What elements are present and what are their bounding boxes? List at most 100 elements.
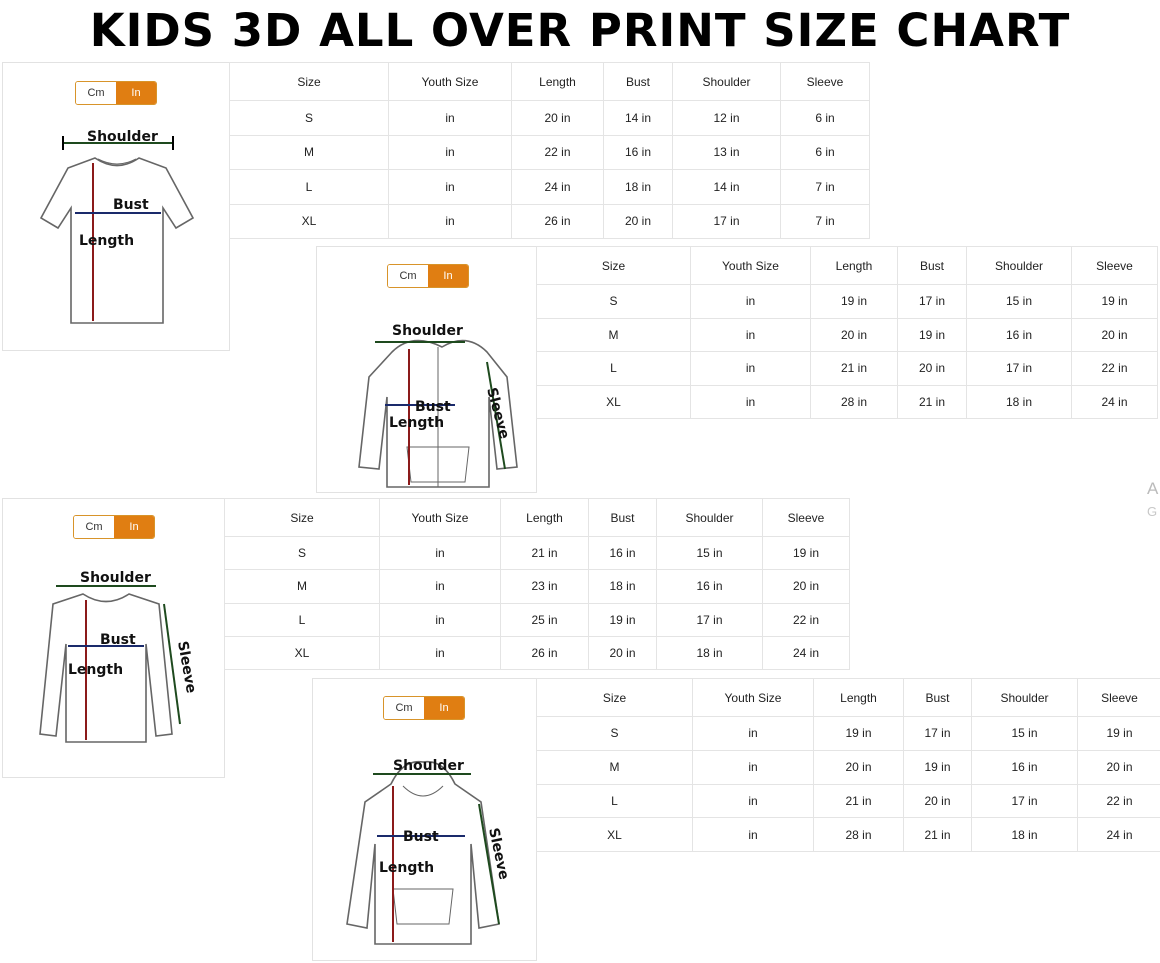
column-header: Youth Size (690, 246, 811, 285)
column-header: Length (813, 678, 904, 717)
table-cell: 28 in (810, 384, 898, 419)
table-cell: 18 in (588, 569, 657, 604)
table-cell: 20 in (903, 783, 972, 819)
table-cell: 14 in (603, 100, 673, 136)
length-label: Length (389, 415, 444, 431)
table-cell: in (388, 134, 512, 170)
table-cell: XL (536, 384, 691, 419)
table-cell: 21 in (500, 535, 589, 571)
column-header: Shoulder (672, 62, 781, 101)
table-cell: 21 in (897, 384, 967, 419)
unit-toggle[interactable]: Cm In (73, 515, 155, 539)
column-header: Bust (603, 62, 673, 101)
table-cell: 20 in (1071, 317, 1158, 352)
table-cell: L (536, 351, 691, 386)
watermark-line2: G (1147, 504, 1158, 519)
column-header: Size (536, 246, 691, 285)
table-cell: 22 in (1071, 351, 1158, 386)
table-cell: 15 in (966, 284, 1072, 319)
table-cell: in (690, 317, 811, 352)
table-row: XL in 26 in 20 in 17 in 7 in (229, 203, 870, 239)
column-header: Sleeve (780, 62, 870, 101)
unit-cm-option[interactable]: Cm (74, 516, 114, 538)
table-cell: 22 in (511, 134, 604, 170)
long-sleeve-image-box: Cm In Shoulder Bust Length Sleeve (2, 498, 225, 778)
column-header: Sleeve (1071, 246, 1158, 285)
table-cell: 21 in (810, 351, 898, 386)
table-cell: in (388, 203, 512, 239)
table-cell: in (379, 635, 501, 671)
table-cell: in (692, 716, 814, 751)
table-cell: 16 in (656, 569, 763, 604)
pullover-hoodie-image-box: Cm In Shoulder Bust Length Sleeve (312, 678, 537, 961)
table-cell: 17 in (672, 203, 781, 239)
table-row: XL in 28 in 21 in 18 in 24 in (536, 817, 1160, 852)
column-header: Shoulder (656, 498, 763, 537)
table-cell: XL (229, 203, 389, 239)
table-cell: in (379, 602, 501, 637)
length-label: Length (68, 662, 123, 678)
pullover-hoodie-diagram: Shoulder Bust Length Sleeve (346, 758, 512, 945)
table-cell: 26 in (500, 635, 589, 671)
table-cell: 20 in (897, 351, 967, 386)
zip-hoodie-image-box: Cm In Shoulder Bust Length Sleeve (316, 246, 537, 493)
table-cell: M (536, 749, 693, 785)
unit-in-option[interactable]: In (424, 697, 464, 719)
unit-toggle[interactable]: Cm In (383, 696, 465, 720)
long-sleeve-diagram: Shoulder Bust Length Sleeve (39, 570, 199, 743)
table-header-row: Size Youth Size Length Bust Shoulder Sleeve (536, 678, 1160, 717)
table-cell: 18 in (656, 635, 763, 671)
bust-label: Bust (403, 829, 439, 845)
table-cell: 16 in (966, 317, 1072, 352)
table-cell: 15 in (971, 716, 1078, 751)
unit-in-option[interactable]: In (428, 265, 468, 287)
table-cell: in (379, 535, 501, 571)
table-cell: 21 in (813, 783, 904, 819)
column-header: Sleeve (762, 498, 850, 537)
unit-toggle[interactable]: Cm In (387, 264, 469, 288)
table-cell: in (692, 783, 814, 819)
table-cell: 19 in (1071, 284, 1158, 319)
table-cell: 17 in (897, 284, 967, 319)
table-cell: XL (536, 817, 693, 852)
table-cell: S (536, 284, 691, 319)
table-cell: 19 in (588, 602, 657, 637)
unit-cm-option[interactable]: Cm (384, 697, 424, 719)
column-header: Youth Size (379, 498, 501, 537)
table-cell: 17 in (903, 716, 972, 751)
unit-in-option[interactable]: In (116, 82, 156, 104)
column-header: Bust (588, 498, 657, 537)
unit-cm-option[interactable]: Cm (76, 82, 116, 104)
unit-in-option[interactable]: In (114, 516, 154, 538)
table-cell: 19 in (897, 317, 967, 352)
table-cell: 19 in (903, 749, 972, 785)
table-cell: 19 in (813, 716, 904, 751)
table-cell: in (388, 100, 512, 136)
table-cell: XL (224, 635, 380, 671)
table-cell: 17 in (656, 602, 763, 637)
column-header: Size (229, 62, 389, 101)
table-cell: 7 in (780, 169, 870, 205)
unit-toggle[interactable]: Cm In (75, 81, 157, 105)
table-cell: 20 in (1077, 749, 1160, 785)
column-header: Youth Size (692, 678, 814, 717)
table-cell: 16 in (603, 134, 673, 170)
table-cell: 28 in (813, 817, 904, 852)
table-cell: M (224, 569, 380, 604)
tshirt-diagram: Shoulder Bust Length (39, 129, 195, 324)
table-cell: 18 in (971, 817, 1078, 852)
table-cell: M (229, 134, 389, 170)
watermark-line1: A (1147, 479, 1159, 498)
unit-cm-option[interactable]: Cm (388, 265, 428, 287)
table-header-row: Size Youth Size Length Bust Shoulder Sleeve (224, 498, 850, 537)
table-cell: 6 in (780, 100, 870, 136)
